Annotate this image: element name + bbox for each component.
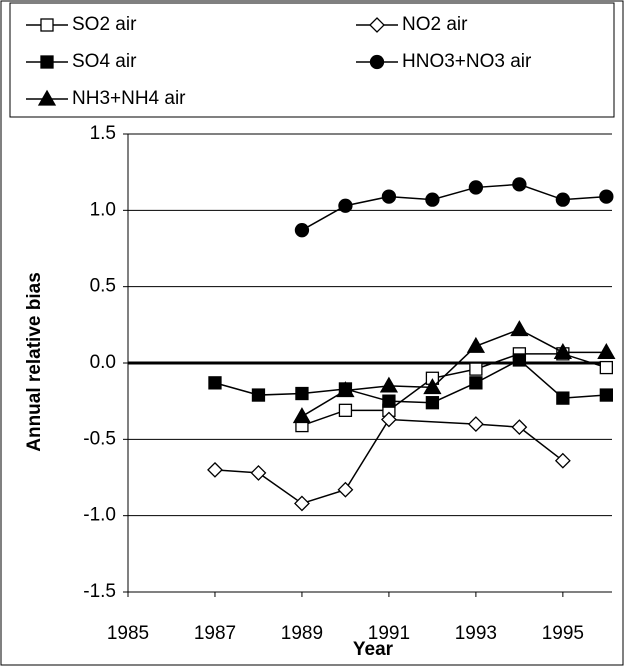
marker: [379, 376, 399, 393]
marker: [338, 403, 353, 417]
legend-label: HNO3+NO3 air: [402, 51, 532, 72]
x-axis-label: Year: [353, 639, 394, 660]
marker: [40, 55, 54, 69]
marker: [337, 481, 354, 498]
legend-label: SO2 air: [72, 14, 137, 35]
marker: [597, 343, 616, 359]
marker: [292, 407, 312, 424]
marker: [295, 386, 309, 401]
marker: [467, 416, 484, 432]
marker: [599, 360, 613, 375]
y-tick-label: 0.5: [90, 276, 116, 297]
marker: [294, 223, 310, 238]
marker: [510, 320, 529, 337]
marker: [468, 180, 484, 195]
marker: [469, 362, 483, 376]
marker: [336, 381, 355, 398]
legend-label: SO4 air: [72, 51, 137, 72]
marker: [466, 336, 486, 353]
marker: [208, 376, 222, 390]
marker: [251, 388, 266, 402]
marker: [380, 411, 397, 428]
marker: [512, 177, 527, 192]
y-tick-label: 1.0: [90, 199, 116, 220]
marker: [599, 189, 614, 204]
y-tick-label: -1.5: [83, 581, 116, 602]
series-line: [301, 353, 607, 427]
x-tick-label: 1995: [542, 623, 584, 644]
marker: [207, 461, 223, 478]
marker: [294, 495, 310, 512]
marker: [555, 192, 571, 207]
y-axis-label: Annual relative bias: [24, 272, 45, 452]
marker: [511, 419, 528, 436]
x-tick-label: 1991: [368, 623, 410, 644]
series-line: [214, 418, 564, 505]
y-tick-label: 0.0: [90, 352, 116, 373]
marker: [553, 343, 572, 359]
series-line: [301, 183, 607, 231]
x-tick-label: 1989: [281, 623, 323, 644]
y-tick-label: -1.0: [83, 505, 116, 526]
marker: [369, 17, 385, 33]
y-tick-label: -0.5: [83, 428, 116, 449]
marker: [425, 396, 440, 410]
marker: [250, 465, 267, 481]
marker: [425, 192, 440, 207]
marker: [423, 378, 442, 395]
marker: [556, 391, 570, 405]
marker: [37, 89, 57, 106]
marker: [599, 388, 613, 402]
x-tick-label: 1987: [194, 623, 236, 644]
marker: [40, 18, 54, 32]
marker: [382, 394, 396, 408]
marker: [512, 353, 527, 367]
marker: [369, 54, 385, 70]
legend-label: NH3+NH4 air: [72, 88, 186, 109]
series-line: [214, 359, 607, 404]
marker: [469, 376, 483, 390]
series-line: [301, 328, 607, 418]
legend-label: NO2 air: [402, 14, 468, 35]
x-tick-label: 1993: [455, 623, 497, 644]
marker: [338, 198, 353, 213]
legend-box: [9, 2, 615, 118]
y-tick-label: 1.5: [90, 123, 116, 144]
marker: [381, 189, 397, 204]
x-tick-label: 1985: [107, 623, 149, 644]
marker: [554, 452, 571, 469]
